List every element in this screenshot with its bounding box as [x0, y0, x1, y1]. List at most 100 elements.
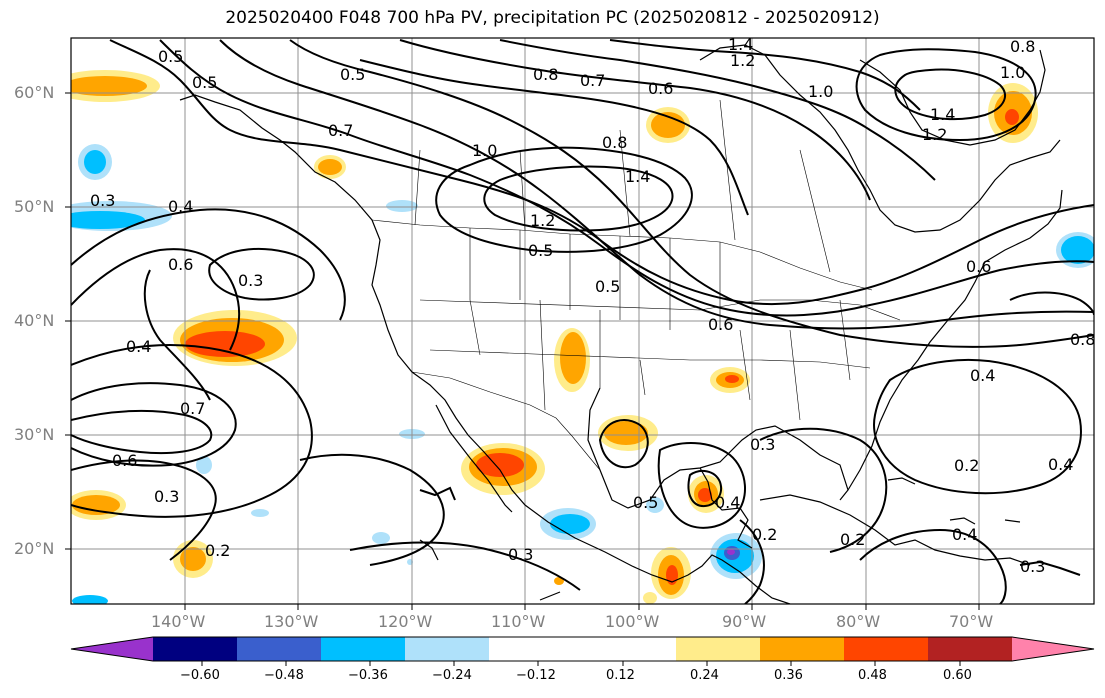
contour-label: 1.0: [1000, 63, 1025, 82]
colorbar-segment: [237, 637, 321, 661]
colorbar-ticks: [201, 661, 961, 666]
colorbar-tick-label: −0.60: [180, 668, 220, 683]
colorbar-segment: [928, 637, 1012, 661]
precip-positive-blob: [643, 592, 657, 604]
precip-positive-blob: [71, 490, 126, 520]
contour-label: 1.2: [530, 211, 555, 230]
latlon-gridlines: [71, 38, 1094, 604]
lon-label: 80°W: [836, 612, 881, 631]
precip-positive-blob: [554, 577, 564, 585]
precip-positive-blob: [314, 155, 346, 179]
contour-label: 0.5: [595, 277, 620, 296]
precip-negative-blob: [386, 200, 418, 212]
contour-label: 0.3: [750, 435, 775, 454]
contour-label: 0.6: [112, 451, 137, 470]
precip-negative-blob: [78, 144, 112, 180]
lat-label: 20°N: [14, 539, 55, 558]
contour-label: 0.6: [966, 257, 991, 276]
colorbar-outline: [70, 636, 1095, 662]
contour-label: 0.6: [708, 315, 733, 334]
colorbar: [70, 636, 1095, 666]
lon-label: 90°W: [722, 612, 767, 631]
contour-label: 0.7: [328, 121, 353, 140]
contour-label: 1.2: [922, 125, 947, 144]
contour-label: 0.5: [340, 65, 365, 84]
contour-label: 0.4: [952, 525, 977, 544]
contour-label: 0.8: [602, 133, 627, 152]
colorbar-segment: [153, 637, 237, 661]
precip-negative-blob: [196, 456, 212, 474]
contour-label: 0.8: [1010, 37, 1035, 56]
contour-label: 1.0: [808, 82, 833, 101]
lon-label: 140°W: [151, 612, 206, 631]
contour-label: 0.8: [533, 65, 558, 84]
map-title: 2025020400 F048 700 hPa PV, precipitatio…: [225, 8, 880, 28]
contour-label: 0.8: [1070, 330, 1095, 349]
precip-positive-blob: [554, 328, 590, 392]
contour-label: 0.2: [205, 541, 230, 560]
lon-label: 130°W: [264, 612, 319, 631]
lon-label: 120°W: [378, 612, 433, 631]
colorbar-tick-label: 0.12: [606, 668, 635, 683]
precip-positive-blob: [646, 107, 690, 143]
contour-label: 0.4: [1048, 455, 1073, 474]
contour-label: 1.4: [625, 167, 650, 186]
colorbar-tick-label: 0.60: [943, 668, 972, 683]
lat-label: 50°N: [14, 197, 55, 216]
precip-negative-blob: [540, 508, 596, 540]
colorbar-tick-label: 0.36: [774, 668, 803, 683]
contour-label: 0.4: [970, 366, 995, 385]
contour-label: 1.0: [472, 141, 497, 160]
colorbar-tick-label: 0.48: [858, 668, 887, 683]
contour-label: 0.5: [192, 73, 217, 92]
colorbar-segment: [676, 637, 760, 661]
contour-label: 0.3: [154, 487, 179, 506]
colorbar-segment: [489, 637, 676, 661]
colorbar-segment: [405, 637, 489, 661]
contour-label: 0.7: [580, 71, 605, 90]
precip-negative-blob: [71, 201, 172, 231]
colorbar-tick-label: −0.12: [516, 668, 556, 683]
contour-label: 0.2: [840, 530, 865, 549]
precip-positive-blob: [598, 415, 658, 451]
precip-positive-blob: [461, 443, 545, 495]
colorbar-segment-extend-low: [71, 637, 153, 661]
precip-positive-blob: [710, 367, 750, 393]
contour-label: 0.3: [238, 271, 263, 290]
lon-label: 100°W: [605, 612, 660, 631]
precip-negative-blob: [372, 532, 390, 544]
colorbar-segment: [844, 637, 928, 661]
colorbar-tick-label: −0.48: [264, 668, 304, 683]
lat-label: 40°N: [14, 311, 55, 330]
contour-label: 0.6: [648, 79, 673, 98]
precip-positive-blob: [173, 310, 297, 366]
precip-negative-blob: [72, 595, 108, 604]
colorbar-segment: [321, 637, 405, 661]
pv-contours: [71, 39, 1094, 604]
precip-positive-blob: [651, 547, 691, 599]
contour-label: 0.3: [1020, 557, 1045, 576]
colorbar-segment: [760, 637, 844, 661]
contour-label: 0.2: [954, 456, 979, 475]
precip-negative-blob: [251, 509, 269, 517]
contour-label: 0.2: [752, 525, 777, 544]
contour-label: 0.6: [168, 255, 193, 274]
pv-contour-labels: 0.5 0.5 0.5 0.8 0.7 0.6 1.4 1.2 1.0 0.8 …: [90, 35, 1095, 576]
lon-label: 110°W: [491, 612, 546, 631]
precip-negative-blob: [710, 533, 762, 579]
contour-label: 0.4: [715, 493, 740, 512]
contour-label: 0.5: [633, 493, 658, 512]
contour-label: 1.4: [728, 35, 753, 54]
axis-ticks: [65, 92, 980, 610]
precip-negative-blob: [1056, 232, 1094, 268]
lat-label: 60°N: [14, 83, 55, 102]
colorbar-segment-extend-high: [1012, 637, 1094, 661]
precip-negative-blob: [646, 497, 664, 513]
colorbar-tick-label: −0.24: [432, 668, 472, 683]
contour-label: 0.4: [168, 197, 193, 216]
colorbar-tick-label: −0.36: [348, 668, 388, 683]
contour-label: 0.4: [126, 337, 151, 356]
precip-shading: [71, 70, 1094, 604]
contour-label: 0.7: [180, 399, 205, 418]
